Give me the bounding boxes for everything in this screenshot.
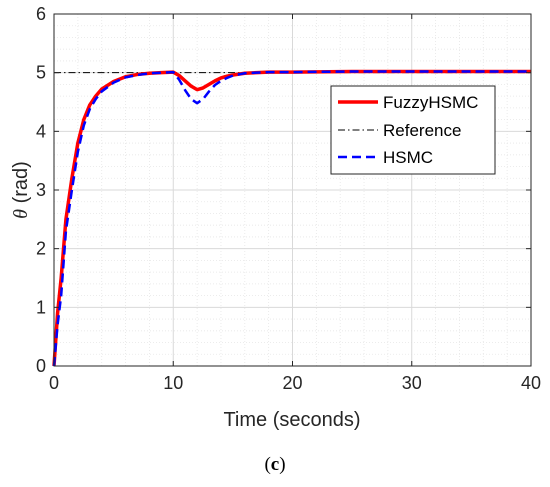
x-tick-label: 20 [282,373,302,393]
legend: FuzzyHSMC Reference HSMC [330,85,496,175]
y-tick-label: 5 [36,63,46,83]
y-axis-symbol: θ [10,209,32,219]
x-axis-title: Time (seconds) [223,409,360,431]
x-tick-label: 0 [49,373,59,393]
x-tick-label: 30 [402,373,422,393]
x-tick-labels: 0 10 20 30 40 [49,373,541,393]
series-line-hsmc [52,70,531,367]
y-tick-label: 2 [36,239,46,259]
y-axis-title: θ (rad) [10,161,32,219]
legend-label-reference: Reference [383,121,461,140]
y-tick-label: 1 [36,297,46,317]
caption-letter: c [271,454,279,475]
figure-caption: (c) [264,454,285,475]
y-tick-label: 3 [36,180,46,200]
x-tick-label: 10 [163,373,183,393]
series-layer [52,69,531,367]
y-tick-label: 4 [36,121,46,141]
y-tick-labels: 0 1 2 3 4 5 6 [36,4,46,376]
series-line-fuzzyhsmc [52,69,531,367]
y-tick-label: 6 [36,4,46,24]
y-axis-unit: (rad) [10,161,32,209]
y-tick-label: 0 [36,356,46,376]
tick-marks [53,13,532,367]
caption-close: ) [279,454,285,475]
legend-label-fuzzyhsmc: FuzzyHSMC [383,93,478,112]
x-tick-label: 40 [521,373,541,393]
caption-open: ( [264,454,270,475]
legend-label-hsmc: HSMC [383,148,433,167]
